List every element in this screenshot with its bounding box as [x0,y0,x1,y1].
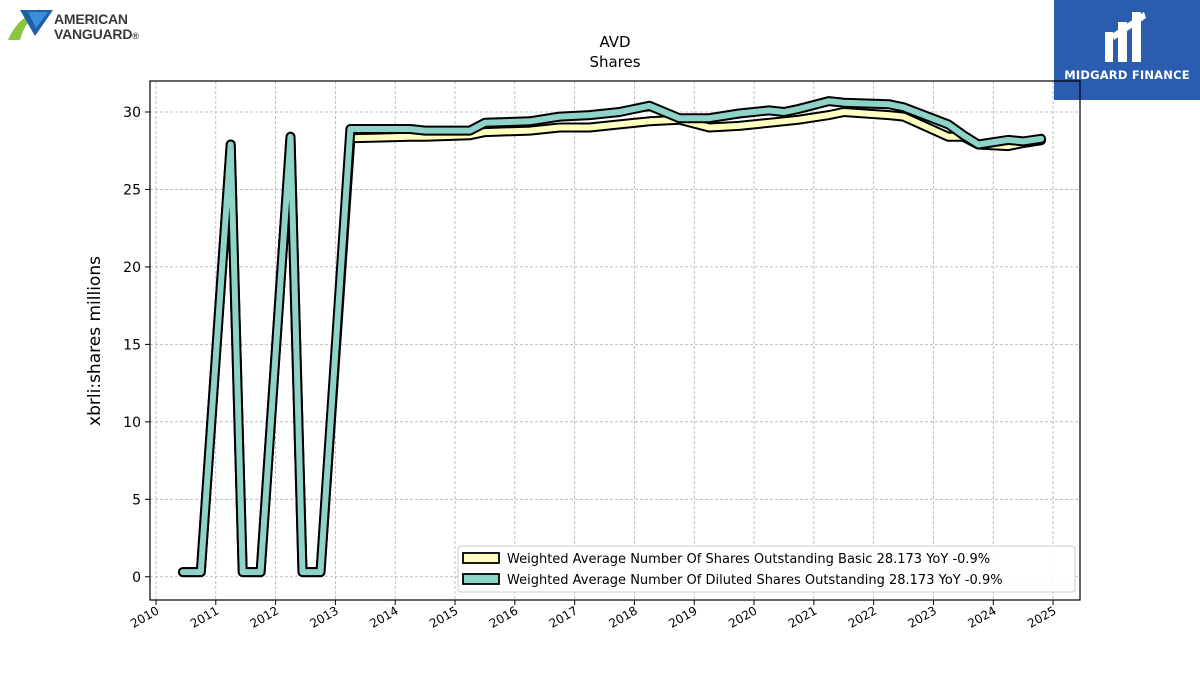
series-0-outline [177,107,1047,578]
x-tick-label: 2024 [965,603,998,630]
y-tick-label: 5 [132,492,141,508]
legend-swatch [462,552,500,564]
legend-entry-label: Weighted Average Number Of Diluted Share… [507,573,1003,588]
x-tick-label: 2018 [606,603,639,630]
x-tick-label: 2015 [427,603,460,630]
legend-entry-label: Weighted Average Number Of Shares Outsta… [507,552,990,567]
legend-box [457,545,1076,593]
y-tick-label: 15 [123,337,141,353]
y-axis-label: xbrli:shares millions [85,256,105,426]
x-tick-label: 2012 [248,603,281,630]
logo-wordmark-line2-text: VANGUARD [54,26,133,42]
midgard-finance-badge: MIDGARD FINANCE [1054,0,1200,100]
y-tick-label: 25 [123,182,141,198]
x-tick-label: 2017 [547,603,580,630]
legend: Weighted Average Number Of Shares Outsta… [457,545,1076,593]
x-tick-label: 2022 [846,603,879,630]
x-tick-label: 2019 [666,603,699,630]
x-tick-label: 2021 [786,603,819,630]
registered-mark: ® [132,31,139,41]
x-tick-label: 2011 [188,603,221,630]
logo-wordmark-line2: VANGUARD® [54,26,139,42]
logo-wordmark-line1: AMERICAN [54,11,128,27]
x-tick-label: 2010 [128,603,161,630]
y-tick-label: 0 [132,570,141,586]
american-vanguard-logo: AMERICAN VANGUARD® [6,6,166,46]
y-tick-label: 10 [123,415,141,431]
series-lines [177,96,1047,578]
y-tick-label: 20 [123,260,141,276]
plot-frame [149,80,1081,601]
x-tick-label: 2023 [906,603,939,630]
series-1-outline [177,96,1047,578]
leaf-logo-icon [8,9,53,40]
chart-title: AVD [599,33,630,51]
chart-subtitle: Shares [589,53,640,71]
x-tick-label: 2025 [1025,603,1058,630]
series-1-line [179,98,1045,576]
legend-swatch [462,573,500,585]
x-tick-label: 2020 [726,603,759,630]
publisher-name: MIDGARD FINANCE [1064,68,1190,82]
x-tick-label: 2013 [307,603,340,630]
y-tick-label: 30 [123,105,141,121]
series-0-line [179,109,1045,576]
x-tick-label: 2014 [367,603,400,630]
x-tick-label: 2016 [487,603,520,630]
midgard-emblem-icon [1105,12,1146,62]
